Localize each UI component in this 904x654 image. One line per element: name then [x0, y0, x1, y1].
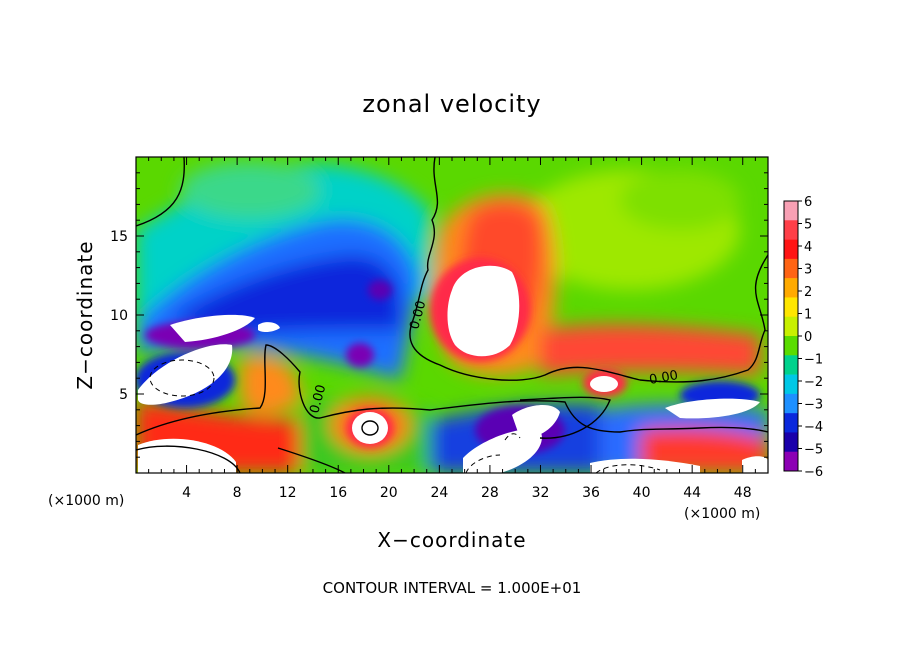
contour-label: 0.00 [307, 383, 329, 415]
contour-interval-note: CONTOUR INTERVAL = 1.000E+01 [323, 579, 582, 597]
chart-title: zonal velocity [362, 90, 541, 118]
colorbar-tick-label: 3 [804, 263, 812, 278]
colorbar-swatch [784, 220, 798, 240]
x-axis-label: X−coordinate [377, 528, 526, 552]
x-axis-ticks: 4 8 12 16 20 24 28 32 36 40 44 48 [148, 157, 756, 501]
colorbar-swatch [784, 393, 798, 414]
colorbar-swatch [784, 297, 798, 318]
colorbar-swatch [784, 258, 798, 279]
colorbar-tick-label: 4 [804, 240, 812, 255]
colorbar-swatch [784, 374, 798, 395]
x-tick-label: 40 [633, 485, 651, 501]
colorbar-tick-label: 2 [804, 285, 812, 300]
x-tick-label: 36 [582, 485, 600, 501]
colorbar-tick-label: 1 [804, 308, 812, 323]
colorbar-swatch [784, 355, 798, 375]
x-tick-label: 16 [329, 485, 347, 501]
colorbar-tick-label: −6 [804, 465, 823, 480]
colorbar-swatch [784, 451, 798, 472]
colorbar-swatch [784, 413, 798, 433]
x-unit-note-right: (×1000 m) [684, 506, 760, 522]
contour-label: 0.00 [648, 368, 679, 388]
colorbar-swatch [784, 316, 798, 337]
colorbar-swatch [784, 432, 798, 453]
x-tick-label: 8 [233, 485, 242, 501]
contour-label: 0.00 [407, 299, 429, 331]
colorbar-tick-label: 6 [804, 195, 812, 210]
colorbar-tick-label: −3 [804, 398, 823, 413]
colorbar-tick-label: −5 [804, 443, 823, 458]
x-tick-label: 48 [734, 485, 752, 501]
colorbar-swatch [784, 239, 798, 260]
x-tick-label: 44 [683, 485, 701, 501]
colorbar-swatch [784, 278, 798, 298]
x-tick-label: 12 [279, 485, 297, 501]
colorbar-tick-label: 0 [804, 330, 812, 345]
y-tick-label: 5 [119, 387, 128, 403]
y-axis-label: Z−coordinate [73, 240, 97, 389]
y-tick-label: 10 [110, 308, 128, 324]
y-tick-label: 15 [110, 229, 128, 245]
x-tick-label: 24 [430, 485, 448, 501]
colorbar-swatch [784, 336, 798, 356]
colorbar-tick-label: 5 [804, 218, 812, 233]
colorbar-tick-label: −2 [804, 375, 823, 390]
y-axis-ticks: 5 10 15 [110, 172, 768, 458]
colorbar-swatch [784, 201, 798, 221]
x-tick-label: 20 [380, 485, 398, 501]
colorbar-tick-label: −1 [804, 353, 823, 368]
x-tick-label: 32 [532, 485, 550, 501]
x-tick-label: 4 [182, 485, 191, 501]
heatmap-field [136, 157, 768, 473]
x-tick-label: 28 [481, 485, 499, 501]
colorbar-tick-label: −4 [804, 420, 823, 435]
colorbar: 6 5 4 3 2 1 0 −1 −2 −3 −4 −5 −6 [783, 195, 823, 480]
x-unit-note-left: (×1000 m) [48, 493, 124, 509]
